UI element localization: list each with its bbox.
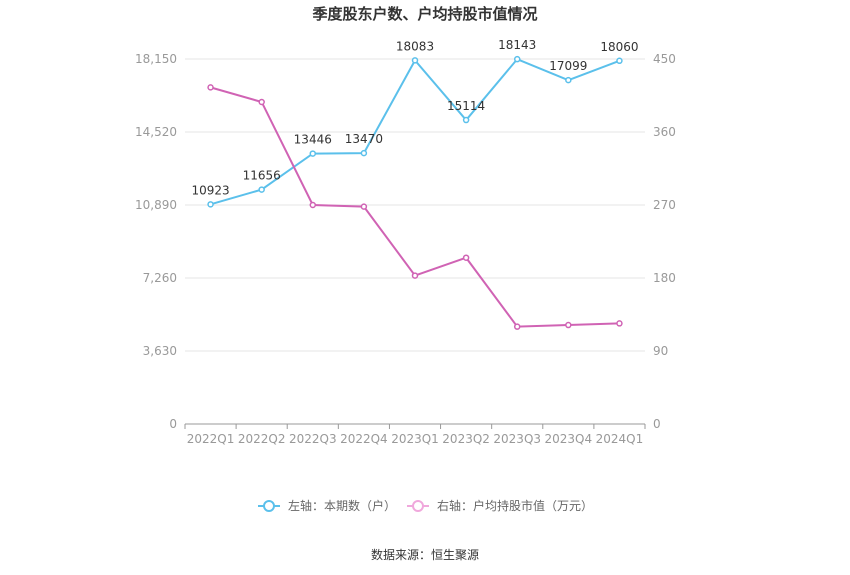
y-right-tick-label: 90 <box>653 344 668 358</box>
x-tick-label: 2022Q2 <box>238 432 286 446</box>
data-point[interactable] <box>462 116 470 124</box>
grid-lines <box>185 58 645 352</box>
data-point[interactable] <box>462 254 470 261</box>
data-point[interactable] <box>360 149 368 157</box>
legend-item[interactable]: 左轴：本期数（户） <box>258 498 396 513</box>
x-tick-label: 2022Q3 <box>289 432 337 446</box>
data-point[interactable] <box>207 201 214 208</box>
x-tick-label: 2023Q1 <box>391 432 439 446</box>
axes: 0 3,630 7,260 10,890 14,520 18,150 0 90 180 270 36… <box>135 52 676 446</box>
data-point[interactable] <box>616 320 623 327</box>
y-right-tick-label: 360 <box>653 125 676 139</box>
legend-marker <box>412 500 424 512</box>
data-label: 18143 <box>498 38 536 52</box>
data-label: 10923 <box>191 183 229 197</box>
y-right-tick-label: 450 <box>653 52 676 66</box>
data-point[interactable] <box>513 323 521 330</box>
x-tick-label: 2023Q4 <box>545 432 593 446</box>
y-left-tick-label: 18,150 <box>135 52 177 66</box>
y-right-tick-label: 180 <box>653 271 676 285</box>
data-label: 11656 <box>243 169 281 183</box>
series-line-avg-holding-value <box>210 86 620 328</box>
data-point[interactable] <box>565 76 572 84</box>
x-tick-label: 2024Q1 <box>596 432 644 446</box>
y-left-tick-label: 3,630 <box>143 344 177 358</box>
x-tick-label: 2022Q1 <box>187 432 235 446</box>
y-right-tick-label: 0 <box>653 417 661 431</box>
legend-label: 右轴：户均持股市值（万元） <box>437 498 593 513</box>
data-label: 13470 <box>345 132 383 146</box>
source-note: 数据来源：恒生聚源 <box>371 547 479 562</box>
data-point[interactable] <box>207 84 214 91</box>
y-left-tick-label: 14,520 <box>135 125 177 139</box>
y-left-tick-label: 7,260 <box>143 271 177 285</box>
data-point[interactable] <box>309 201 317 209</box>
data-point[interactable] <box>616 57 623 65</box>
data-label: 18083 <box>396 39 434 53</box>
data-point[interactable] <box>309 150 317 157</box>
data-label: 18060 <box>600 40 638 54</box>
data-point[interactable] <box>258 98 265 106</box>
y-left-tick-label: 10,890 <box>135 198 177 212</box>
data-label: 13446 <box>294 133 332 147</box>
data-point[interactable] <box>565 321 572 329</box>
data-label: 15114 <box>447 99 485 113</box>
y-left-tick-label: 0 <box>169 417 177 431</box>
data-label: 17099 <box>549 59 587 73</box>
data-point[interactable] <box>411 272 419 279</box>
data-point[interactable] <box>513 55 521 63</box>
data-point[interactable] <box>258 186 265 193</box>
series <box>207 55 623 330</box>
data-labels: 10923 11656 13446 13470 18083 15114 18143 17099… <box>191 38 638 197</box>
y-right-tick-label: 270 <box>653 198 676 212</box>
x-tick-label: 2023Q3 <box>493 432 541 446</box>
chart-title: 季度股东户数、户均持股市值情况 <box>312 5 537 23</box>
legend[interactable]: 左轴：本期数（户） 右轴：户均持股市值（万元） <box>258 498 593 513</box>
legend-label: 左轴：本期数（户） <box>288 498 396 513</box>
legend-marker <box>263 500 275 512</box>
x-tick-label: 2022Q4 <box>340 432 388 446</box>
legend-item[interactable]: 右轴：户均持股市值（万元） <box>407 498 593 513</box>
x-tick-label: 2023Q2 <box>442 432 490 446</box>
data-point[interactable] <box>360 203 368 210</box>
data-point[interactable] <box>411 57 419 64</box>
